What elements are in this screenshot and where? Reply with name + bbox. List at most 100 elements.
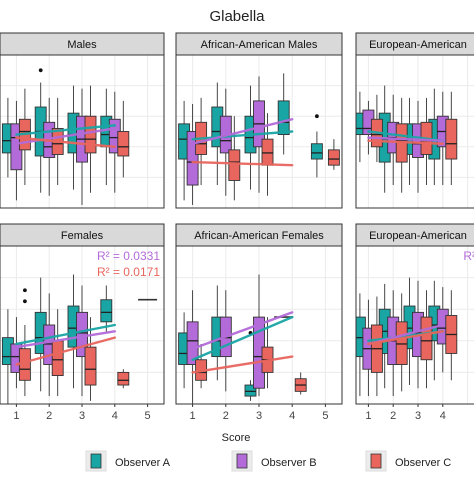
x-tick-label: 2 <box>46 410 52 422</box>
box-rect <box>395 321 408 365</box>
box-rect <box>51 340 64 377</box>
trend-line-observer-a <box>15 124 117 136</box>
facet-panel-european-american-5: European-American R² 1 2 3 4 <box>355 223 474 422</box>
outlier-point <box>315 114 319 119</box>
box-rect <box>244 384 257 397</box>
box-rect <box>117 371 130 386</box>
panel-body <box>176 55 342 208</box>
legend-label-observer-b: Observer B <box>261 457 317 469</box>
box-rect <box>327 149 340 166</box>
x-tick-label: 1 <box>13 410 19 422</box>
r2-label: R² = 0.0331 <box>97 249 160 263</box>
box-rect <box>100 299 113 323</box>
legend: Observer A Observer B Observer C <box>85 450 451 472</box>
r2-label: R² = 0.0171 <box>97 265 160 279</box>
legend-label-observer-c: Observer C <box>395 457 451 469</box>
facet-strip-label: Females <box>61 230 104 242</box>
box-rect <box>310 143 323 160</box>
x-tick-label: 4 <box>289 410 295 422</box>
box-rect <box>277 100 290 136</box>
facet-strip-label: European-American <box>369 230 467 242</box>
trend-line-observer-c <box>191 160 294 167</box>
panel-body <box>0 55 164 208</box>
trend-line-observer-a <box>191 315 294 361</box>
panel-body <box>356 55 474 208</box>
facet-panel-females-3: Females R² = 0.0331 R² = 0.0171 1 2 3 4 5 <box>0 223 165 422</box>
box-observer-c-score-3 <box>84 85 97 193</box>
trend-line-observer-c <box>15 136 117 149</box>
facet-panel-african-american-males-1: African-American Males <box>175 32 343 209</box>
box-observer-c-score-4 <box>445 290 458 381</box>
box-observer-c-score-4 <box>445 91 458 186</box>
x-tick-label: 5 <box>322 410 328 422</box>
legend-swatch-observer-c <box>370 453 382 469</box>
box-observer-c-score-4 <box>294 372 307 395</box>
trend-line-observer-b <box>367 136 444 142</box>
box-observer-c-score-4 <box>117 369 130 389</box>
facet-strip-label: European-American <box>369 39 467 51</box>
facet-panels: Males African-American Males European-Amer… <box>0 32 474 422</box>
legend-swatch-observer-a <box>90 453 102 469</box>
box-rect <box>228 149 241 181</box>
panel-body <box>176 246 342 404</box>
x-axis-title: Score <box>222 432 251 444</box>
box-observer-c-score-1 <box>370 296 383 397</box>
x-tick-label: 3 <box>415 410 421 422</box>
box-observer-c-score-3 <box>84 317 97 401</box>
facet-panel-males-0: Males <box>0 32 165 209</box>
box-observer-c-score-2 <box>395 293 408 392</box>
trend-line-observer-a <box>15 323 117 346</box>
trend-line-observer-c <box>367 139 444 145</box>
box-observer-b-score-4 <box>436 287 449 373</box>
trend-line-observer-a <box>191 130 294 141</box>
x-tick-label: 1 <box>190 410 196 422</box>
box-observer-b-score-3 <box>253 76 265 193</box>
box-rect <box>117 131 130 157</box>
box-rect <box>445 118 458 160</box>
box-rect <box>18 348 31 381</box>
box-rect <box>420 316 433 361</box>
box-rect <box>261 138 274 166</box>
x-tick-label: 3 <box>79 410 85 422</box>
facet-panel-european-american-2: European-American <box>355 32 474 209</box>
trend-line-observer-b <box>191 118 294 145</box>
box-observer-a-score-4 <box>100 285 113 333</box>
box-observer-c-score-3 <box>420 290 433 389</box>
panel-border <box>355 54 474 209</box>
box-rect <box>186 321 199 365</box>
trend-line-observer-c <box>191 355 294 374</box>
facet-strip-label: African-American Males <box>201 39 318 51</box>
outlier-point <box>38 68 43 73</box>
trend-line-observer-c <box>367 330 444 346</box>
box-rect <box>186 131 199 186</box>
box-observer-c-score-4 <box>117 100 130 178</box>
panel-body: R² <box>356 246 474 404</box>
facet-panel-african-american-females-4: African-American Females 1 2 3 4 5 <box>175 223 343 422</box>
box-rect <box>84 346 97 386</box>
box-observer-c-score-5 <box>327 139 340 170</box>
x-tick-label: 2 <box>390 410 396 422</box>
outlier-point <box>23 299 27 304</box>
x-tick-label: 5 <box>145 410 151 422</box>
trend-line-observer-b <box>15 127 117 145</box>
legend-label-observer-a: Observer A <box>115 457 171 469</box>
figure-title: Glabella <box>209 8 265 25</box>
panel-body: R² = 0.0331 R² = 0.0171 <box>0 246 164 404</box>
outlier-point <box>23 288 27 293</box>
panel-border <box>175 54 343 209</box>
facet-strip-label: Males <box>67 39 97 51</box>
box-observer-b-score-4 <box>108 91 121 193</box>
legend-swatch-observer-b <box>236 453 248 469</box>
r2-label: R² <box>463 249 474 263</box>
box-observer-b-score-3 <box>76 285 88 397</box>
box-observer-b-score-1 <box>186 290 199 404</box>
box-rect <box>76 311 88 358</box>
facet-strip-label: African-American Females <box>194 230 324 242</box>
x-tick-label: 3 <box>256 410 262 422</box>
x-tick-label: 4 <box>440 410 446 422</box>
x-tick-label: 1 <box>365 410 371 422</box>
box-observer-a-score-5 <box>310 114 323 178</box>
box-rect <box>84 115 97 154</box>
